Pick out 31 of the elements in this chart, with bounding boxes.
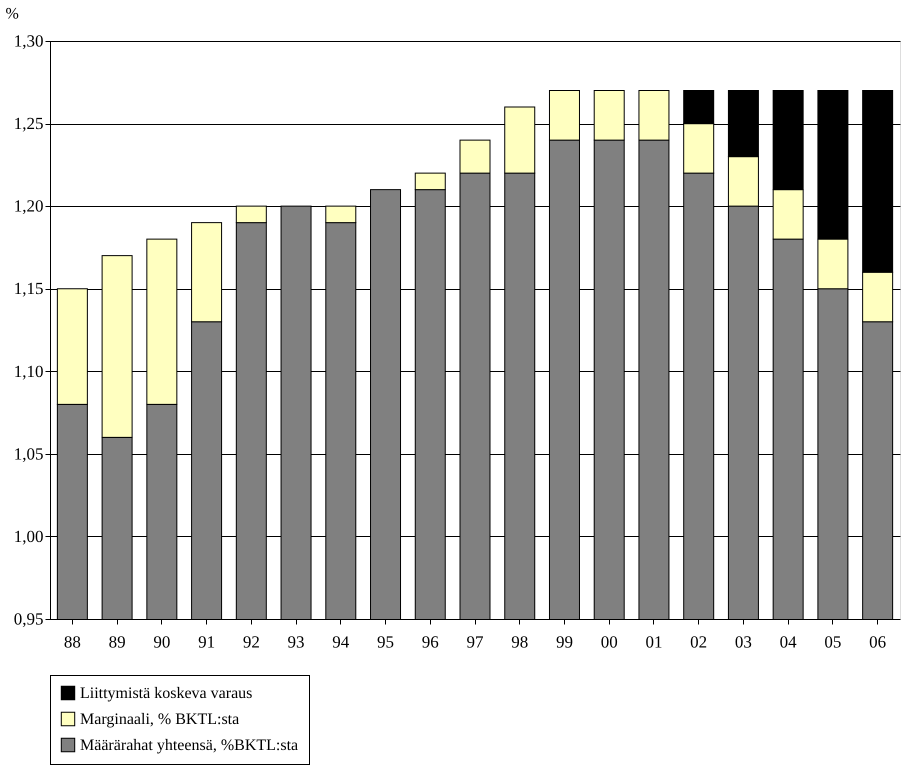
x-tick-label: 88 bbox=[64, 632, 81, 652]
y-tick-label: 1,10 bbox=[14, 362, 44, 381]
y-tick-label: 1,15 bbox=[14, 279, 44, 298]
legend-label: Marginaali, % BKTL:sta bbox=[80, 711, 240, 728]
x-tick-label: 96 bbox=[422, 632, 439, 652]
x-tick-label: 93 bbox=[288, 632, 305, 652]
x-tick-label: 98 bbox=[511, 632, 528, 652]
y-tick-label: 0,95 bbox=[14, 610, 44, 628]
y-tick-label: 1,05 bbox=[14, 444, 44, 464]
x-tick-label: 99 bbox=[556, 632, 573, 652]
y-tick-label: 1,20 bbox=[14, 196, 44, 216]
x-tick-label: 00 bbox=[600, 632, 618, 652]
x-tick-label: 05 bbox=[824, 632, 842, 652]
x-tick-label: 06 bbox=[869, 632, 886, 652]
x-tick-label: 03 bbox=[734, 632, 752, 652]
x-tick-label: 90 bbox=[153, 632, 170, 652]
x-tick-label: 95 bbox=[377, 632, 394, 652]
y-tick-label: 1,00 bbox=[14, 526, 44, 546]
legend-label: Liittymistä koskeva varaus bbox=[80, 685, 252, 702]
y-tick-label: 1,30 bbox=[14, 32, 44, 50]
y-tick-label: 1,25 bbox=[14, 114, 44, 134]
x-tick-label: 01 bbox=[645, 632, 662, 652]
x-tick-label: 04 bbox=[780, 632, 798, 652]
x-tick-label: 91 bbox=[198, 632, 216, 652]
x-tick-label: 94 bbox=[332, 632, 350, 652]
x-tick-label: 89 bbox=[108, 632, 126, 652]
legend-label: Määrärahat yhteensä, %BKTL:sta bbox=[80, 737, 298, 754]
x-tick-label: 02 bbox=[690, 632, 708, 652]
x-tick-label: 92 bbox=[242, 632, 260, 652]
y-axis-title: % bbox=[6, 6, 19, 22]
x-tick-label: 97 bbox=[466, 632, 484, 652]
